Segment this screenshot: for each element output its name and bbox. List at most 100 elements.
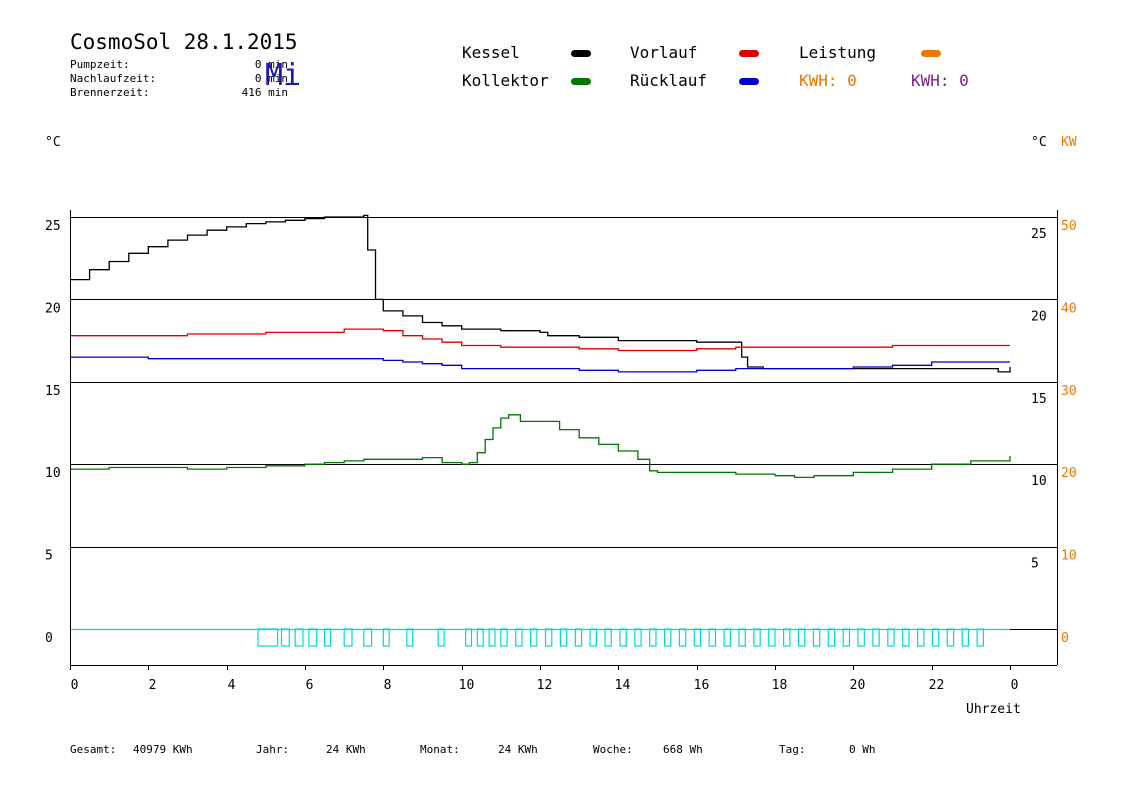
- grid-lines: [70, 217, 1057, 548]
- left-tick-label: 25: [45, 219, 61, 234]
- legend-kollektor: Kollektor: [462, 71, 549, 90]
- pump-block: [500, 628, 508, 647]
- pump-block: [382, 628, 390, 647]
- axes-layer: [70, 210, 1058, 670]
- pump-block: [678, 628, 687, 647]
- pump-block: [902, 628, 910, 647]
- footer-value: 24 KWh: [498, 743, 538, 756]
- pump-block: [827, 628, 836, 647]
- pump-block: [738, 628, 746, 647]
- x-tick-label: 16: [694, 678, 710, 693]
- stat-pumpzeit: Pumpzeit: 0 min: [70, 58, 288, 71]
- legend-leistung-swatch: [921, 50, 941, 57]
- pump-block: [437, 628, 445, 647]
- pump-block: [916, 628, 925, 647]
- kw-tick-label: 10: [1061, 549, 1077, 564]
- pump-block: [488, 628, 496, 647]
- x-tick-label: 2: [149, 678, 157, 693]
- pump-block: [887, 628, 895, 647]
- legend-kessel: Kessel: [462, 43, 520, 62]
- right-tick-label: 15: [1031, 392, 1047, 407]
- x-tick-label: 18: [772, 678, 788, 693]
- series-ruecklauf: [70, 356, 1010, 373]
- stat-nachlaufzeit: Nachlaufzeit: 0 min: [70, 72, 288, 85]
- x-tick-label: 0: [1011, 678, 1019, 693]
- pump-block: [931, 628, 940, 647]
- pump-block: [363, 628, 373, 647]
- pump-block: [308, 628, 318, 647]
- kw-axis-unit: KW: [1061, 135, 1077, 150]
- footer-monat: Monat: 24 KWh: [420, 743, 538, 756]
- pump-block: [529, 628, 538, 647]
- legend-ruecklauf-swatch: [739, 78, 759, 85]
- footer-label: Gesamt:: [70, 743, 117, 756]
- footer-label: Jahr:: [256, 743, 290, 756]
- pump-block: [797, 628, 806, 647]
- pump-block: [257, 628, 279, 647]
- kw-tick-label: 30: [1061, 384, 1077, 399]
- pump-block: [604, 628, 612, 647]
- footer-value: 668 Wh: [663, 743, 703, 756]
- series-vorlauf: [70, 328, 1010, 352]
- stat-label: Brennerzeit:: [70, 86, 150, 99]
- footer-value: 40979 KWh: [133, 743, 193, 756]
- pump-block: [976, 628, 984, 647]
- legend-ruecklauf: Rücklauf: [630, 71, 708, 90]
- x-tick-label: 14: [615, 678, 631, 693]
- pump-block: [324, 628, 332, 647]
- pump-block: [589, 628, 597, 647]
- series-layer: [70, 214, 1011, 479]
- legend-leistung: Leistung: [799, 43, 877, 62]
- pump-block: [634, 628, 642, 647]
- pump-block: [515, 628, 523, 647]
- stat-value: 0 min: [254, 58, 288, 71]
- pump-block: [753, 628, 761, 647]
- pump-block: [872, 628, 880, 647]
- pump-block: [842, 628, 851, 647]
- legend-kollektor-swatch: [571, 78, 591, 85]
- left-tick-label: 10: [45, 466, 61, 481]
- x-tick-label: 6: [306, 678, 314, 693]
- x-tick-label: 20: [850, 678, 866, 693]
- left-tick-label: 5: [45, 549, 53, 564]
- pump-block: [663, 628, 672, 647]
- legend-kwh-purple: KWH: 0: [911, 71, 969, 90]
- x-tick-label: 12: [537, 678, 553, 693]
- series-kessel: [70, 214, 1011, 373]
- footer-jahr: Jahr: 24 KWh: [256, 743, 366, 756]
- chart-title: CosmoSol 28.1.2015: [70, 30, 298, 54]
- right-tick-label: 10: [1031, 474, 1047, 489]
- legend-vorlauf: Vorlauf: [630, 43, 698, 62]
- left-tick-label: 20: [45, 301, 61, 316]
- pump-block: [649, 628, 657, 647]
- left-tick-label: 15: [45, 384, 61, 399]
- pump-block: [619, 628, 627, 647]
- right-tick-label: 5: [1031, 557, 1039, 572]
- footer-label: Monat:: [420, 743, 460, 756]
- stat-label: Pumpzeit:: [70, 58, 130, 71]
- series-kollektor: [70, 414, 1011, 479]
- pump-block: [465, 628, 473, 647]
- x-tick-label: 0: [71, 678, 79, 693]
- x-tick-label: 10: [459, 678, 475, 693]
- x-axis-label: Uhrzeit: [966, 702, 1021, 717]
- footer-label: Tag:: [779, 743, 806, 756]
- tick-labels: 0 2 4 6 8 10 12 14 16 18 20 22 025201510502520151055…: [45, 219, 1077, 693]
- stat-value: 0 min: [254, 72, 288, 85]
- x-tick-label: 4: [228, 678, 236, 693]
- legend-kwh-orange: KWH: 0: [799, 71, 857, 90]
- stat-label: Nachlaufzeit:: [70, 72, 157, 85]
- pump-block: [946, 628, 955, 647]
- pump-block: [574, 628, 583, 647]
- left-tick-label: 0: [45, 631, 53, 646]
- pump-block: [693, 628, 702, 647]
- pump-block: [476, 628, 484, 647]
- footer-label: Woche:: [593, 743, 633, 756]
- pump-block: [294, 628, 304, 647]
- pump-block: [708, 628, 717, 647]
- pump-block: [857, 628, 865, 647]
- pump-block: [961, 628, 970, 647]
- footer-value: 24 KWh: [326, 743, 366, 756]
- kw-tick-label: 0: [1061, 631, 1069, 646]
